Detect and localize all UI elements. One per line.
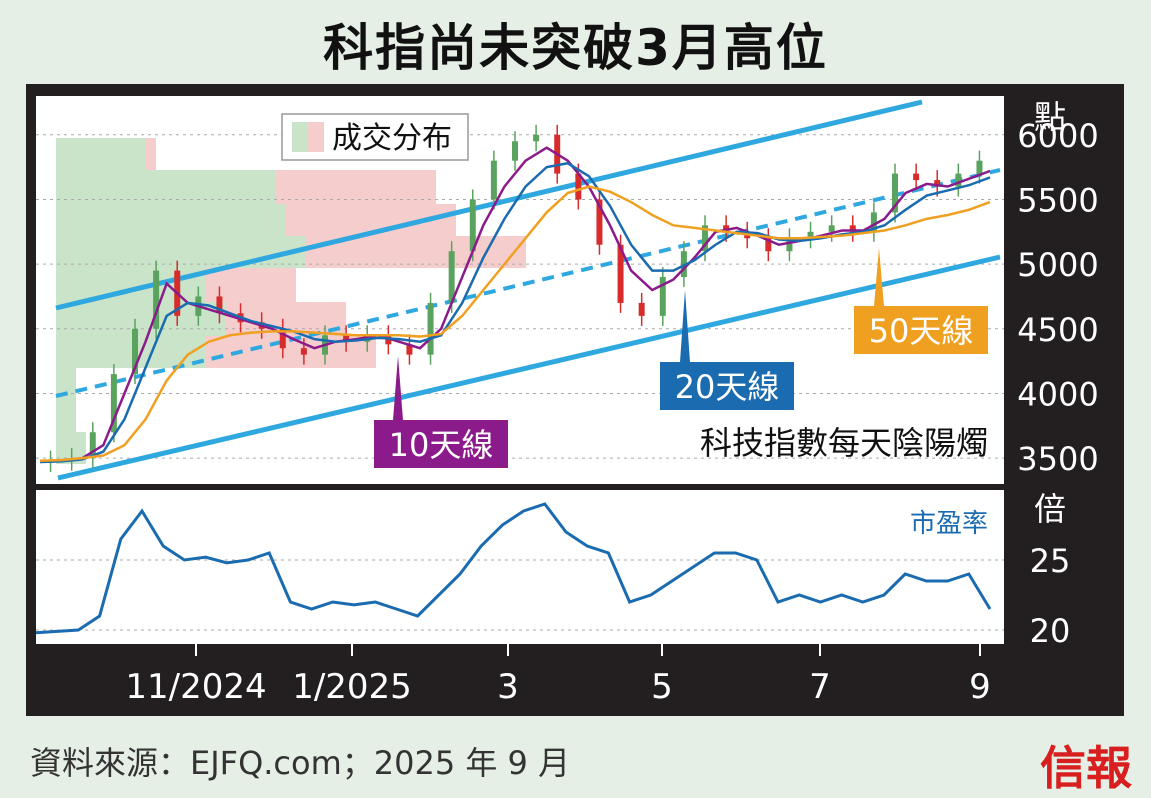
pe-plot-area: [36, 490, 1004, 644]
lower-channel-line: [57, 254, 1001, 481]
volume-bar-up: [56, 138, 146, 170]
ma50-label-box: [854, 306, 988, 354]
price-tick-label: 5000: [1017, 246, 1098, 284]
pe-tick-label: 20: [1030, 612, 1071, 650]
price-tick-label: 5500: [1017, 181, 1098, 219]
candle-up: [533, 134, 540, 142]
price-tick-label: 6000: [1017, 117, 1098, 155]
candle-down: [216, 296, 223, 314]
candle-down: [849, 225, 856, 232]
x-tick-label: 1/2025: [292, 667, 412, 707]
volume-bar-up: [56, 236, 306, 268]
ma50-line: [39, 185, 991, 462]
pe-series-group: [35, 502, 992, 635]
candle-down: [279, 328, 286, 349]
candle-down: [723, 225, 730, 232]
mid-channel-line: [55, 168, 1001, 398]
volume-bar-down: [206, 268, 296, 302]
volume-bar-up: [56, 204, 286, 236]
volume-bar-up: [56, 170, 276, 204]
candle-down: [638, 302, 645, 316]
volume-bar-up: [56, 368, 76, 400]
legend-swatch-up: [292, 122, 308, 152]
candle-up: [870, 212, 877, 232]
candle-down: [343, 335, 350, 342]
ma10-line: [40, 146, 991, 462]
candle-down: [765, 238, 772, 252]
source-note: 資料來源：EJFQ.com；2025 年 9 月: [30, 744, 571, 782]
pe-line: [35, 502, 992, 635]
candle-down: [575, 173, 582, 200]
candle-up: [659, 277, 666, 316]
ma10-label-box: [374, 420, 508, 468]
pe-chart-title: 市盈率: [910, 509, 988, 539]
price-tick-label: 4000: [1017, 375, 1098, 413]
price-axis-unit: 點: [1034, 98, 1066, 136]
volume-bar-down: [146, 138, 156, 170]
candle-up: [512, 141, 518, 161]
x-tick-label: 11/2024: [125, 667, 266, 707]
x-tick-label: 5: [651, 667, 673, 707]
ma50-pointer: [874, 248, 884, 306]
price-tick-label: 3500: [1017, 440, 1098, 478]
price-series-group: [39, 124, 991, 473]
pe-gridlines: [36, 559, 1004, 631]
candle-down: [406, 344, 413, 355]
price-gridlines: [36, 134, 1004, 459]
candle-up: [702, 225, 708, 252]
upper-channel-line: [55, 99, 923, 311]
candle-up: [132, 328, 138, 375]
x-tick-labels: 11/2024 1/2025 3 5 7 9: [125, 644, 991, 707]
price-chart-title: 科技指數每天陰陽燭: [700, 424, 988, 462]
candle-up: [955, 173, 962, 187]
candle-down: [596, 199, 603, 245]
ma10-label: 10天線: [389, 426, 494, 464]
candle-up: [807, 231, 814, 239]
pe-tick-label: 25: [1030, 542, 1071, 580]
ma20-label: 20天線: [675, 368, 780, 406]
candle-up: [427, 302, 434, 355]
volume-bar-down: [276, 170, 436, 204]
x-tick-label: 7: [809, 667, 831, 707]
candle-up: [786, 238, 793, 252]
volume-bar-up: [56, 336, 206, 368]
candle-up: [976, 160, 983, 174]
legend-swatch-down: [308, 122, 324, 152]
legend-label: 成交分布: [332, 121, 452, 156]
brand-logo: 信報: [1040, 741, 1132, 795]
candle-up: [89, 432, 96, 459]
ma50-label: 50天線: [869, 312, 974, 350]
candle-up: [469, 199, 476, 252]
y-tick-labels: 3500 4000 4500 5000 5500 6000 20 25: [1017, 117, 1098, 650]
price-tick-label: 4500: [1017, 311, 1098, 349]
volume-bar-up: [56, 268, 206, 302]
ma20-label-box: [660, 362, 794, 410]
page-title: 科指尚未突破3月高位: [323, 19, 828, 77]
x-tick-label: 3: [497, 667, 519, 707]
candle-down: [300, 348, 307, 355]
candle-up: [153, 270, 160, 329]
ma10-pointer: [393, 356, 403, 420]
candle-down: [934, 180, 941, 187]
candle-up: [828, 225, 835, 232]
candle-up: [490, 160, 497, 200]
volume-bar-up: [56, 400, 76, 432]
x-tick-label: 9: [969, 667, 991, 707]
candle-up: [892, 173, 898, 213]
pe-axis-unit: 倍: [1034, 490, 1066, 528]
candle-down: [913, 173, 920, 181]
ma20-pointer: [680, 290, 690, 362]
candle-up: [448, 251, 455, 303]
candle-up: [110, 374, 117, 433]
candle-down: [617, 244, 624, 303]
